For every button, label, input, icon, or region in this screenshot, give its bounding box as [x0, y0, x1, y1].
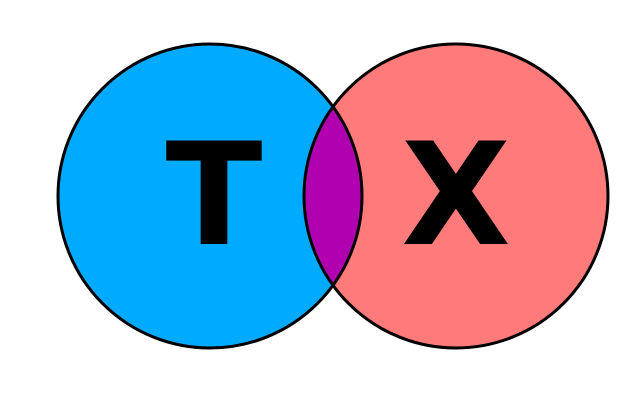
set-circle-x [304, 44, 608, 348]
set-circle-t-outline [56, 42, 364, 350]
set-label-t: T [166, 113, 263, 278]
set-circle-x-outline [302, 42, 610, 350]
set-circle-t [58, 44, 362, 348]
set-label-x: X [401, 113, 510, 278]
